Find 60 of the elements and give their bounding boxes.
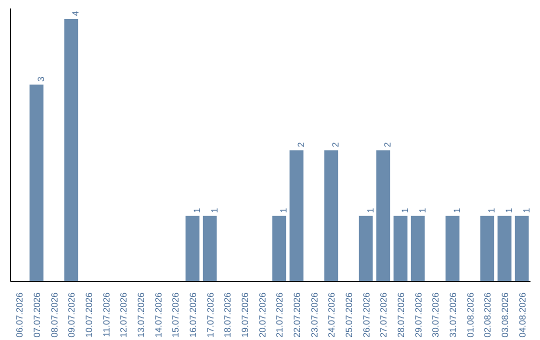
data-label: 1	[365, 208, 376, 213]
x-tick-label: 12.07.2026	[118, 292, 129, 338]
x-tick-label: 03.08.2026	[500, 292, 510, 338]
x-tick-label: 23.07.2026	[309, 292, 320, 338]
data-label: 1	[192, 208, 202, 213]
bar	[410, 216, 425, 282]
bar	[30, 84, 44, 282]
bar	[514, 216, 529, 282]
x-tick-label: 01.08.2026	[465, 292, 476, 338]
x-tick-label: 29.07.2026	[413, 292, 424, 338]
bar	[480, 216, 494, 282]
x-tick-label: 02.08.2026	[482, 292, 493, 338]
bar	[498, 216, 512, 282]
x-tick-label: 20.07.2026	[257, 292, 268, 338]
data-label: 1	[504, 208, 514, 213]
bar	[358, 216, 373, 282]
bar	[202, 216, 217, 282]
data-label: 1	[209, 208, 220, 213]
x-tick-label: 26.07.2026	[361, 292, 372, 338]
x-tick-label: 18.07.2026	[222, 292, 233, 338]
bar	[376, 150, 390, 282]
x-tick-label: 06.07.2026	[14, 292, 25, 338]
x-tick-label: 21.07.2026	[274, 292, 285, 338]
data-label: 1	[417, 208, 428, 213]
x-tick-label: 17.07.2026	[205, 292, 216, 338]
x-tick-label: 13.07.2026	[136, 292, 146, 338]
x-tick-label: 25.07.2026	[344, 292, 354, 338]
x-tick-label: 30.07.2026	[430, 292, 441, 338]
bar	[186, 216, 200, 282]
x-tick-label: 09.07.2026	[66, 292, 77, 338]
data-label: 1	[400, 208, 410, 213]
x-tick-label: 11.07.2026	[101, 292, 112, 337]
bar	[324, 150, 338, 282]
data-label: 2	[382, 142, 393, 148]
x-tick-label: 16.07.2026	[188, 292, 198, 338]
bar	[290, 150, 304, 282]
x-tick-label: 04.08.2026	[517, 292, 528, 338]
x-tick-label: 24.07.2026	[326, 292, 337, 338]
data-label: 1	[452, 208, 462, 213]
x-tick-label: 14.07.2026	[153, 292, 164, 338]
x-tick-label: 15.07.2026	[170, 292, 181, 338]
x-tick-label: 08.07.2026	[49, 292, 60, 338]
data-label: 3	[36, 76, 46, 82]
data-label: 2	[330, 142, 341, 148]
data-label: 1	[486, 208, 497, 213]
x-tick-label: 22.07.2026	[292, 292, 302, 338]
x-tick-label: 10.07.2026	[84, 292, 94, 338]
data-label: 2	[296, 142, 306, 148]
data-label: 1	[278, 208, 289, 213]
x-tick-label: 19.07.2026	[240, 292, 250, 338]
x-tick-label: 28.07.2026	[396, 292, 406, 338]
bar	[272, 216, 286, 282]
x-tick-label: 07.07.2026	[32, 292, 42, 338]
data-label: 1	[521, 208, 532, 213]
bar	[446, 216, 460, 282]
bar	[394, 216, 408, 282]
x-tick-label: 27.07.2026	[378, 292, 389, 338]
data-label: 4	[70, 10, 81, 16]
bar	[64, 19, 78, 282]
x-tick-label: 31.07.2026	[448, 292, 458, 338]
